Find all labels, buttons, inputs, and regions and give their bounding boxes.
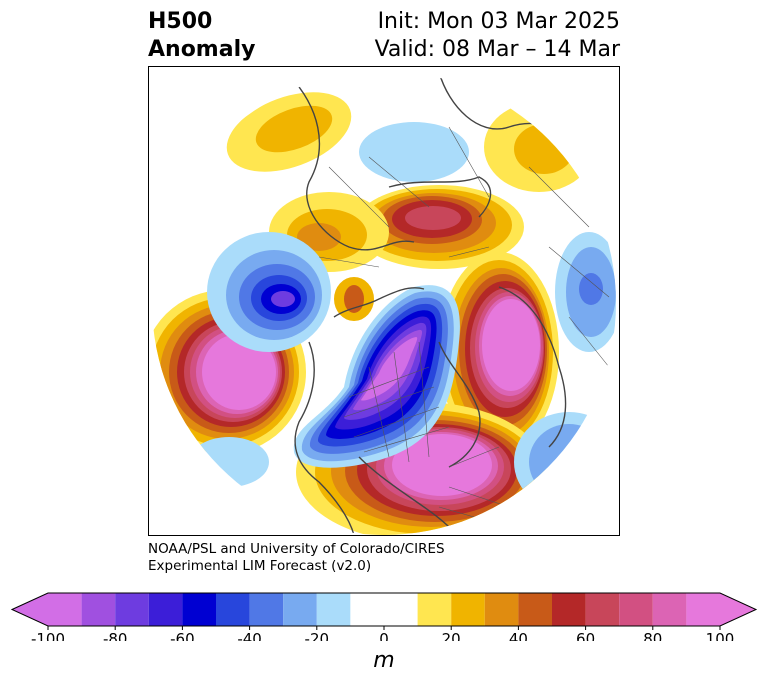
colorbar-cell [417, 593, 452, 626]
positive-anomaly-europe [439, 252, 559, 452]
colorbar-cell [283, 593, 317, 626]
anomaly-map [148, 66, 620, 536]
colorbar-tick-label: -40 [237, 630, 262, 641]
colorbar-cell [316, 593, 351, 626]
valid-dates: Valid: 08 Mar – 14 Mar [374, 37, 620, 62]
init-date: Init: Mon 03 Mar 2025 [377, 9, 620, 34]
positive-anomaly-arctic-canada [354, 185, 524, 269]
colorbar-cell [518, 593, 552, 626]
colorbar-units: m [373, 648, 395, 673]
colorbar-cell [686, 593, 720, 626]
colorbar-cell [350, 593, 418, 626]
colorbar-tick-label: -20 [305, 630, 330, 641]
colorbar-cell [451, 593, 485, 626]
positive-anomaly-north-arc [226, 92, 594, 321]
credit-line1: NOAA/PSL and University of Colorado/CIRE… [148, 541, 445, 557]
variable-subtitle: Anomaly [148, 37, 256, 62]
colorbar-cell [216, 593, 250, 626]
colorbar-cell [148, 593, 183, 626]
colorbar-cell [652, 593, 687, 626]
negative-anomaly-north-america-arctic [293, 285, 460, 468]
colorbar-tick-label: 20 [442, 630, 461, 641]
variable-title: H500 [148, 9, 213, 34]
colorbar-tick-label: -80 [103, 630, 128, 641]
colorbar-tick-label: -100 [31, 630, 65, 641]
colorbar-tick-label: -60 [170, 630, 195, 641]
colorbar-cell [484, 593, 519, 626]
colorbar-ticks: -100 -80 -60 -40 -20 0 20 40 60 80 100 [31, 626, 734, 641]
colorbar-cells [10, 592, 758, 627]
colorbar-cell [619, 593, 653, 626]
credit-line2: Experimental LIM Forecast (v2.0) [148, 558, 372, 574]
map-svg [152, 71, 616, 535]
colorbar-tick-label: 0 [379, 630, 389, 641]
colorbar-extend-low [12, 593, 48, 626]
colorbar-cell [249, 593, 284, 626]
borders [318, 126, 610, 528]
colorbar-tick-label: 80 [643, 630, 662, 641]
credit: NOAA/PSL and University of Colorado/CIRE… [148, 541, 445, 575]
colorbar-tick-label: 40 [509, 630, 528, 641]
colorbar-tick-label: 60 [576, 630, 595, 641]
colorbar-cell [182, 593, 216, 626]
colorbar-cell [115, 593, 149, 626]
colorbar-cell [585, 593, 620, 626]
negative-anomaly-east-asia [207, 232, 331, 352]
colorbar: -100 -80 -60 -40 -20 0 20 40 60 80 100 [10, 592, 758, 641]
title-left: H500 Anomaly [148, 8, 255, 64]
colorbar-cell [552, 593, 586, 626]
colorbar-cell [48, 593, 82, 626]
colorbar-cell [81, 593, 116, 626]
colorbar-extend-high [720, 593, 756, 626]
colorbar-tick-label: 100 [706, 630, 735, 641]
title-right: Init: Mon 03 Mar 2025 Valid: 08 Mar – 14… [375, 8, 620, 64]
